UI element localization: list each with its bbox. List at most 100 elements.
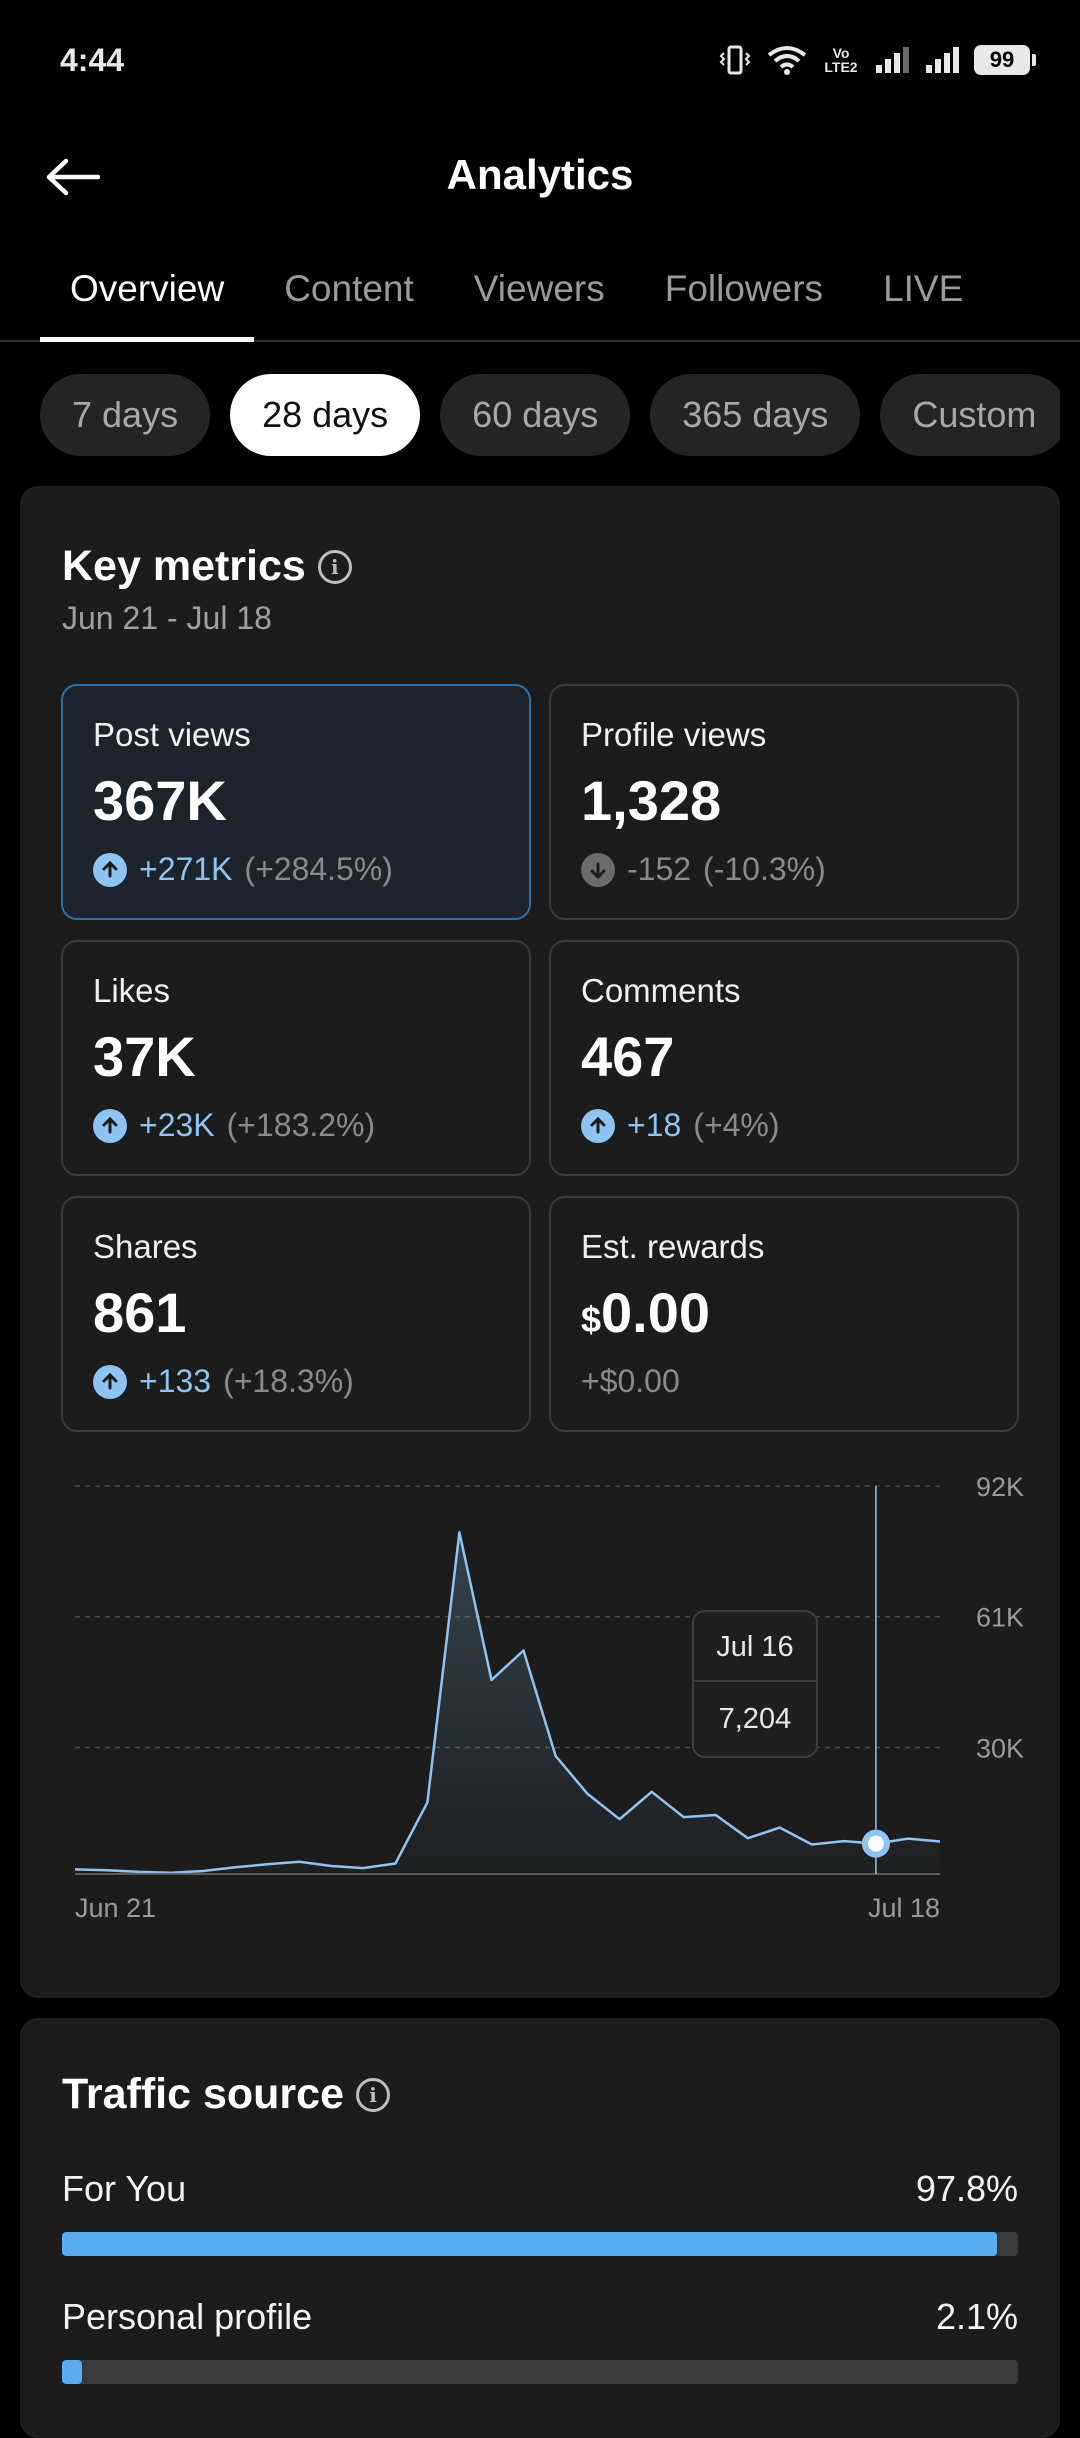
tooltip-date: Jul 16 <box>716 1631 793 1663</box>
volte-icon: Vo LTE2 <box>824 45 858 75</box>
metric-value: 37K <box>93 1025 196 1088</box>
back-button[interactable] <box>40 145 104 209</box>
currency-symbol: $ <box>581 1299 602 1340</box>
tab-viewers[interactable]: Viewers <box>473 268 605 309</box>
metric-delta: +271K <box>139 851 233 887</box>
metric-change: +18 (+4%) <box>581 1107 987 1144</box>
vibrate-icon <box>719 45 751 75</box>
metric-label: Profile views <box>581 716 767 753</box>
metric-label: Shares <box>93 1228 198 1265</box>
metric-percent: (+284.5%) <box>244 851 393 887</box>
metric-delta: +23K <box>139 1107 215 1143</box>
date-range-chips: 7 days 28 days 60 days 365 days Custom <box>40 374 1060 456</box>
metric-delta: +18 <box>627 1107 682 1143</box>
chip-365-days[interactable]: 365 days <box>650 374 861 456</box>
page-title: Analytics <box>446 151 634 198</box>
signal-icon-1 <box>876 47 909 73</box>
traffic-label-row: Personal profile 2.1% <box>62 2296 1018 2338</box>
key-metrics-card: Key metrics i Jun 21 - Jul 18 Post views… <box>20 486 1060 1998</box>
metric-profile-views[interactable]: Profile views 1,328 -152 (-10.3%) <box>549 684 1019 920</box>
traffic-progress-bar <box>62 2360 1018 2384</box>
metric-delta: +133 <box>139 1363 212 1399</box>
chart-selected-point[interactable] <box>861 1829 890 1858</box>
arrow-down-icon <box>581 852 615 887</box>
key-metrics-heading: Key metrics <box>62 542 306 590</box>
traffic-progress-fill <box>62 2232 997 2256</box>
traffic-row-for-you: For You 97.8% <box>62 2168 1018 2256</box>
metric-value: $0.00 <box>581 1280 987 1345</box>
status-icons: Vo LTE2 99 <box>718 43 1036 77</box>
status-bar: 4:44 Vo LTE2 99 <box>0 0 1080 120</box>
back-arrow-icon <box>46 158 100 196</box>
metric-change: -152 (-10.3%) <box>581 851 987 888</box>
metric-change: +271K (+284.5%) <box>93 851 499 888</box>
tab-content[interactable]: Content <box>284 268 414 309</box>
traffic-row-personal-profile: Personal profile 2.1% <box>62 2296 1018 2384</box>
traffic-source-title: Traffic source i <box>62 2070 390 2119</box>
rewards-amount: 0.00 <box>601 1281 711 1344</box>
arrow-up-icon <box>93 1108 127 1143</box>
metric-likes[interactable]: Likes 37K +23K (+183.2%) <box>61 940 531 1176</box>
date-range-label: Jun 21 - Jul 18 <box>62 600 272 636</box>
traffic-source-percent: 2.1% <box>935 2296 1018 2337</box>
metric-value: 367K <box>93 769 227 832</box>
metric-change: +$0.00 <box>581 1363 987 1400</box>
arrow-up-icon <box>581 1108 615 1143</box>
post-views-chart-svg[interactable]: Jul 16 7,204 30K 61K 92K Jun 21 Jul 18 <box>20 1446 1060 1946</box>
metric-delta: +$0.00 <box>581 1363 680 1399</box>
traffic-label-row: For You 97.8% <box>62 2168 1018 2210</box>
metric-label: Likes <box>93 972 171 1009</box>
chip-7-days[interactable]: 7 days <box>40 374 211 456</box>
wifi-icon <box>767 46 807 75</box>
signal-icon-2 <box>926 47 959 73</box>
post-views-chart[interactable]: Jul 16 7,204 30K 61K 92K Jun 21 Jul 18 <box>20 1446 1060 1946</box>
chart-line <box>74 1531 941 1874</box>
tooltip-box <box>691 1610 818 1758</box>
status-time: 4:44 <box>60 41 125 78</box>
chip-28-days[interactable]: 28 days <box>230 374 421 456</box>
metric-comments[interactable]: Comments 467 +18 (+4%) <box>549 940 1019 1176</box>
y-tick-label: 92K <box>976 1472 1024 1502</box>
key-metrics-title: Key metrics i <box>62 542 352 591</box>
info-icon[interactable]: i <box>356 2077 390 2112</box>
x-tick-label: Jul 18 <box>868 1893 940 1923</box>
metric-delta: -152 <box>627 851 692 887</box>
traffic-source-heading: Traffic source <box>62 2070 344 2118</box>
tab-bar: Overview Content Viewers Followers LIVE <box>0 250 1080 342</box>
traffic-source-name: For You <box>62 2168 187 2209</box>
traffic-progress-fill <box>62 2360 83 2384</box>
tab-followers[interactable]: Followers <box>664 268 824 309</box>
metric-percent: (-10.3%) <box>703 851 826 887</box>
metric-change: +133 (+18.3%) <box>93 1363 499 1400</box>
metric-value: 861 <box>93 1281 187 1344</box>
chart-tooltip: Jul 16 7,204 <box>691 1610 818 1758</box>
chip-custom[interactable]: Custom <box>880 374 1060 456</box>
tab-overview[interactable]: Overview <box>40 250 255 342</box>
arrow-up-icon <box>93 1364 127 1399</box>
metric-value: 467 <box>581 1025 675 1088</box>
y-tick-label: 30K <box>976 1733 1024 1763</box>
metric-change: +23K (+183.2%) <box>93 1107 499 1144</box>
metric-post-views[interactable]: Post views 367K +271K (+284.5%) <box>61 684 531 920</box>
info-icon[interactable]: i <box>317 549 352 584</box>
x-tick-label: Jun 21 <box>75 1893 156 1923</box>
metric-percent: (+4%) <box>693 1107 780 1143</box>
arrow-up-icon <box>93 852 127 887</box>
traffic-source-card: Traffic source i For You 97.8% Personal … <box>20 2018 1060 2438</box>
tooltip-value: 7,204 <box>719 1703 792 1735</box>
metric-percent: (+183.2%) <box>226 1107 376 1143</box>
metric-value: 1,328 <box>581 769 722 832</box>
chip-60-days[interactable]: 60 days <box>440 374 631 456</box>
traffic-progress-bar <box>62 2232 1018 2256</box>
chart-area <box>75 1532 940 1874</box>
traffic-source-percent: 97.8% <box>915 2168 1018 2209</box>
battery-icon: 99 <box>974 45 1036 75</box>
app-header: Analytics <box>0 120 1080 230</box>
traffic-source-name: Personal profile <box>62 2296 313 2337</box>
tab-live[interactable]: LIVE <box>883 268 964 309</box>
metric-shares[interactable]: Shares 861 +133 (+18.3%) <box>61 1196 531 1432</box>
y-tick-label: 61K <box>976 1603 1024 1633</box>
metric-label: Est. rewards <box>581 1228 765 1265</box>
metric-label: Post views <box>93 716 251 753</box>
metric-est-rewards[interactable]: Est. rewards $0.00 +$0.00 <box>549 1196 1019 1432</box>
